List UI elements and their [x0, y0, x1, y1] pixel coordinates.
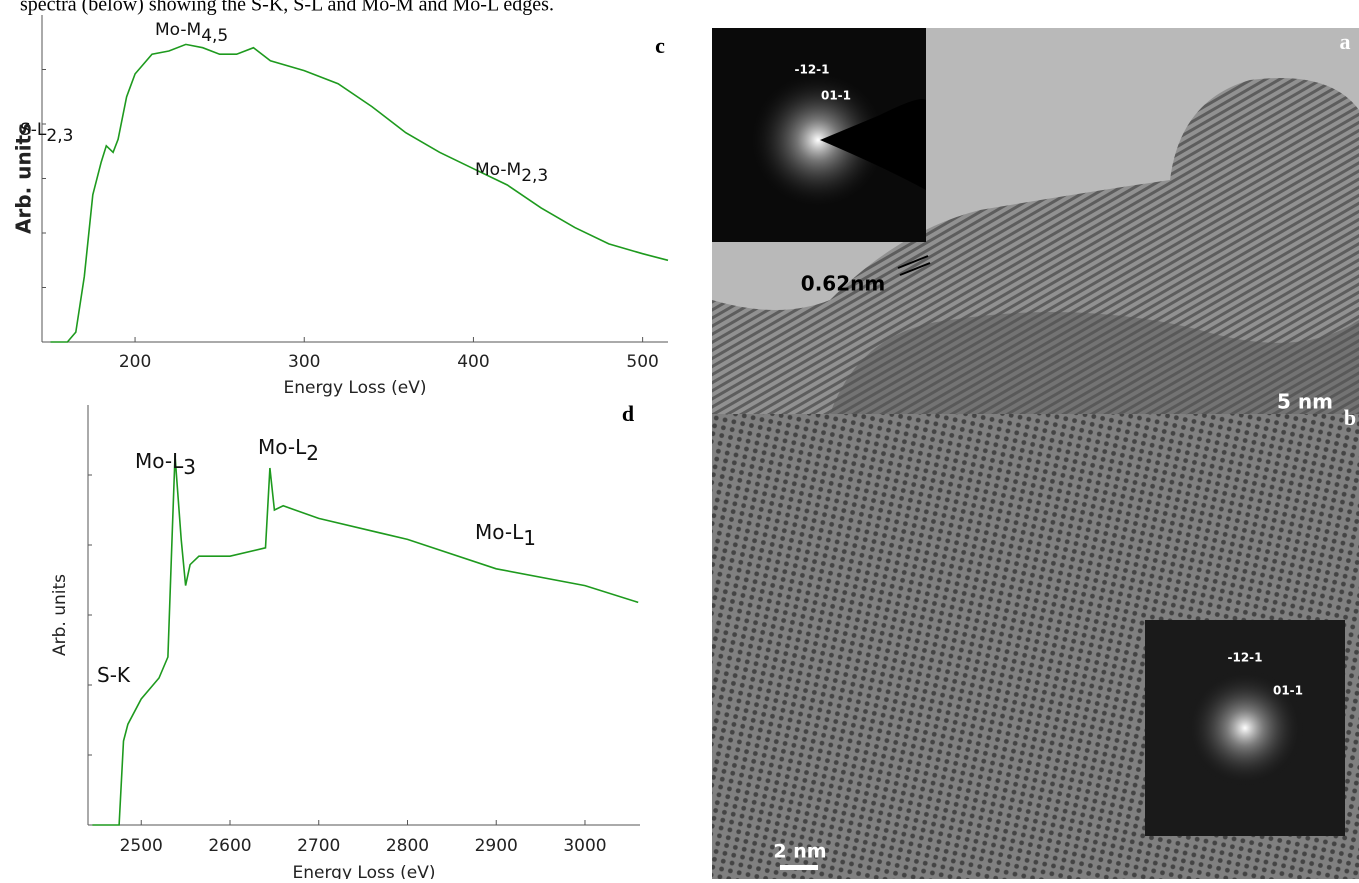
annotation-text: Mo-M	[475, 160, 521, 180]
annotation-subscript: 3	[183, 455, 196, 479]
x-tick-label: 300	[288, 352, 320, 372]
x-tick-label: 200	[119, 352, 151, 372]
annotation-subscript: 1	[523, 526, 536, 550]
x-axis-label: Energy Loss (eV)	[284, 378, 427, 398]
annotation-text: Mo-L	[258, 435, 307, 459]
x-axis-label: Energy Loss (eV)	[293, 863, 436, 879]
annotation-subscript: 2,3	[521, 166, 548, 186]
x-tick-label: 2600	[208, 836, 251, 856]
panel-label: d	[622, 401, 634, 426]
annotation-text: S-L	[20, 120, 47, 140]
x-tick-label: 500	[626, 352, 658, 372]
annotation-text: Mo-L	[135, 449, 184, 473]
tem-image-b	[712, 414, 1359, 879]
edge-annotation: Mo-L1	[475, 520, 536, 550]
image-label: 01-1	[821, 89, 851, 103]
figure: spectra (below) showing the S-K, S-L and…	[0, 0, 1359, 879]
edge-annotation: Mo-M4,5	[155, 20, 228, 46]
image-label: b	[1344, 405, 1356, 430]
annotation-text: Mo-M	[155, 20, 201, 40]
x-tick-label: 2500	[120, 836, 163, 856]
tem-image-a	[712, 28, 1359, 414]
edge-annotation: Mo-L2	[258, 435, 319, 465]
image-label: a	[1340, 29, 1351, 54]
spectrum-line	[51, 44, 669, 342]
image-label: 0.62nm	[801, 272, 885, 296]
x-tick-label: 400	[457, 352, 489, 372]
panel-label: c	[655, 33, 665, 58]
page: spectra (below) showing the S-K, S-L and…	[0, 0, 1359, 879]
image-label: 2 nm	[773, 841, 826, 863]
edge-annotation: S-K	[97, 663, 131, 687]
y-axis-label: Arb. units	[50, 574, 70, 656]
edge-annotation: Mo-M2,3	[475, 160, 548, 186]
edge-annotation: Mo-L3	[135, 449, 196, 479]
image-label: -12-1	[794, 63, 829, 77]
spectrum-line	[92, 455, 638, 825]
x-tick-label: 2700	[297, 836, 340, 856]
caption: spectra (below) showing the S-K, S-L and…	[20, 0, 554, 16]
annotation-subscript: 2,3	[46, 126, 73, 146]
image-label: 5 nm	[1277, 390, 1333, 414]
x-tick-label: 2800	[386, 836, 429, 856]
x-tick-label: 2900	[475, 836, 518, 856]
annotation-subscript: 4,5	[201, 26, 228, 46]
annotation-subscript: 2	[306, 441, 319, 465]
scale-bar	[780, 865, 818, 870]
image-label: 01-1	[1273, 684, 1303, 698]
x-tick-label: 3000	[563, 836, 606, 856]
annotation-text: Mo-L	[475, 520, 524, 544]
annotation-text: S-K	[97, 663, 131, 687]
image-label: -12-1	[1227, 651, 1262, 665]
